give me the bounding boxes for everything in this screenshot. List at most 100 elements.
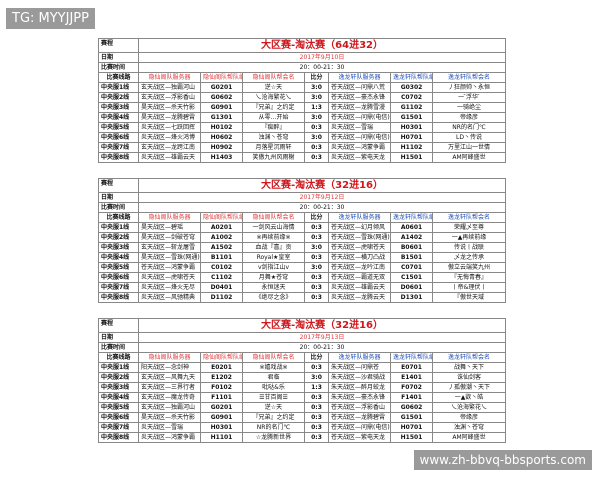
column-header: 隐仙阁队帮队编号	[201, 73, 243, 83]
score: 1:3	[305, 103, 329, 113]
cell: 中央服2线	[99, 93, 139, 103]
cell: G1301	[201, 113, 243, 123]
cell: 乀沧海繁花乀	[433, 403, 506, 413]
cell: G0602	[201, 93, 243, 103]
label: 日期	[99, 333, 139, 343]
cell: G1102	[391, 103, 433, 113]
cell: 浊渊丶苍穹	[243, 133, 305, 143]
cell: 中央服7线	[99, 423, 139, 433]
cell: 炎天战区—雄霸云天	[329, 283, 391, 293]
cell: 苍天战区—龙腾雪漫	[329, 103, 391, 113]
cell: 苍天战区—问鼎八荒	[329, 83, 391, 93]
score: 3:0	[305, 93, 329, 103]
label: 比赛时间	[99, 343, 139, 353]
cell: 丨帝&理伏丨	[433, 283, 506, 293]
cell: H1501	[391, 433, 433, 443]
cell: 玄天战区—斩龙屠雪	[139, 243, 201, 253]
column-header: 隐仙阁队服务器	[139, 73, 201, 83]
cell: E0201	[201, 363, 243, 373]
column-header: 比分	[305, 213, 329, 223]
score: 0:3	[305, 283, 329, 293]
cell: 战舞丶天下	[433, 363, 506, 373]
cell: H0701	[391, 133, 433, 143]
cell: 中央服5线	[99, 263, 139, 273]
score: 1:3	[305, 383, 329, 393]
column-header: 隐仙阁队帮会名	[243, 353, 305, 363]
cell: G1501	[391, 413, 433, 423]
cell: G0201	[201, 403, 243, 413]
column-header: 比赛线路	[99, 353, 139, 363]
column-header: 比分	[305, 353, 329, 363]
cell: B1101	[201, 253, 243, 263]
cell: 『兄弟』之约定	[243, 103, 305, 113]
cell: 炎天战区—七跃回挥	[139, 123, 201, 133]
cell: 炎天战区—鸿蒙争霸	[329, 143, 391, 153]
cell: 『傲世天域	[433, 293, 506, 303]
cell: 一剑风云山海情	[243, 223, 305, 233]
cell: 苍天战区—豪杰永锋	[329, 93, 391, 103]
table-title: 大区赛-淘汰赛（32进16）	[139, 319, 506, 333]
cell: 朱天战区—问鼎苍	[329, 363, 391, 373]
column-header: 逸龙轩队帮队编号	[391, 353, 433, 363]
watermark: TG: MYYJJPP	[6, 8, 95, 29]
cell: 炎天战区—雄霸云天	[139, 153, 201, 163]
cell: 昊天战区—剑破苍穹	[139, 233, 201, 243]
cell: 玄天战区—风舞九天	[139, 373, 201, 383]
cell: 中央服7线	[99, 143, 139, 153]
cell: G0302	[391, 83, 433, 93]
cell: H0102	[201, 123, 243, 133]
cell: 乄龙之传承	[433, 253, 506, 263]
cell: 逆☆天	[243, 403, 305, 413]
cell: 中央服1线	[99, 83, 139, 93]
cell: 荣耀乄至尊	[433, 223, 506, 233]
cell: LD丶传说	[433, 133, 506, 143]
cell: AM阿峰盛世	[433, 433, 506, 443]
cell: 《绝尽之念》	[243, 293, 305, 303]
score: 0:3	[305, 233, 329, 243]
column-header: 逸龙轩队帮队编号	[391, 213, 433, 223]
score: 0:3	[305, 363, 329, 373]
cell: C0701	[391, 263, 433, 273]
column-header: 逸龙轩队帮会名	[433, 353, 506, 363]
cell: 昊天战区—龙腾碧霄	[139, 113, 201, 123]
cell: H0701	[391, 423, 433, 433]
cell: F0702	[391, 383, 433, 393]
cell: F0102	[201, 383, 243, 393]
cell: 万里江山一世情	[433, 143, 506, 153]
cell: ☰甘百阁☰	[243, 393, 305, 403]
cell: 炎天战区—雪瑞	[329, 123, 391, 133]
cell: 中央服7线	[99, 283, 139, 293]
cell: 朱天战区—豪杰永锋	[329, 393, 391, 403]
cell: 玄天战区—三界行者	[139, 383, 201, 393]
cell: ※再续前缘※	[243, 233, 305, 243]
cell: 中央服4线	[99, 113, 139, 123]
cell: A1402	[391, 233, 433, 243]
column-header: 隐仙阁队服务器	[139, 353, 201, 363]
cell: 苍天战区—横刀凸战	[329, 253, 391, 263]
cell: H1501	[391, 153, 433, 163]
cell: B0601	[391, 243, 433, 253]
cell: C0702	[391, 93, 433, 103]
cell: C1501	[391, 273, 433, 283]
schedule-table: 赛程 大区赛-淘汰赛（64进32） 日期 2017年9月10日 比赛时间 20：00-21…	[98, 38, 506, 163]
time: 20：00-21：30	[139, 343, 506, 353]
cell: 中央服4线	[99, 253, 139, 263]
cell: E0701	[391, 363, 433, 373]
cell: 炎天战区—鸿蒙争霸	[139, 433, 201, 443]
cell: D1102	[201, 293, 243, 303]
cell: NR的名门℃	[433, 123, 506, 133]
cell: 苍天战区—问鼎(电信)	[329, 423, 391, 433]
column-header: 隐仙阁队帮队编号	[201, 353, 243, 363]
cell: 永恒迷天	[243, 283, 305, 293]
column-header: 逸龙轩队服务器	[329, 213, 391, 223]
cell: A1502	[201, 243, 243, 253]
cell: A0201	[201, 223, 243, 233]
cell: A1002	[201, 233, 243, 243]
score: 0:3	[305, 423, 329, 433]
cell: 中央服6线	[99, 413, 139, 423]
date: 2017年9月13日	[139, 333, 506, 343]
cell: 中央服4线	[99, 393, 139, 403]
cell: 丿狂颜帅丶永恒	[433, 83, 506, 93]
cell: 苍天战区—雪珠(网通)	[329, 233, 391, 243]
